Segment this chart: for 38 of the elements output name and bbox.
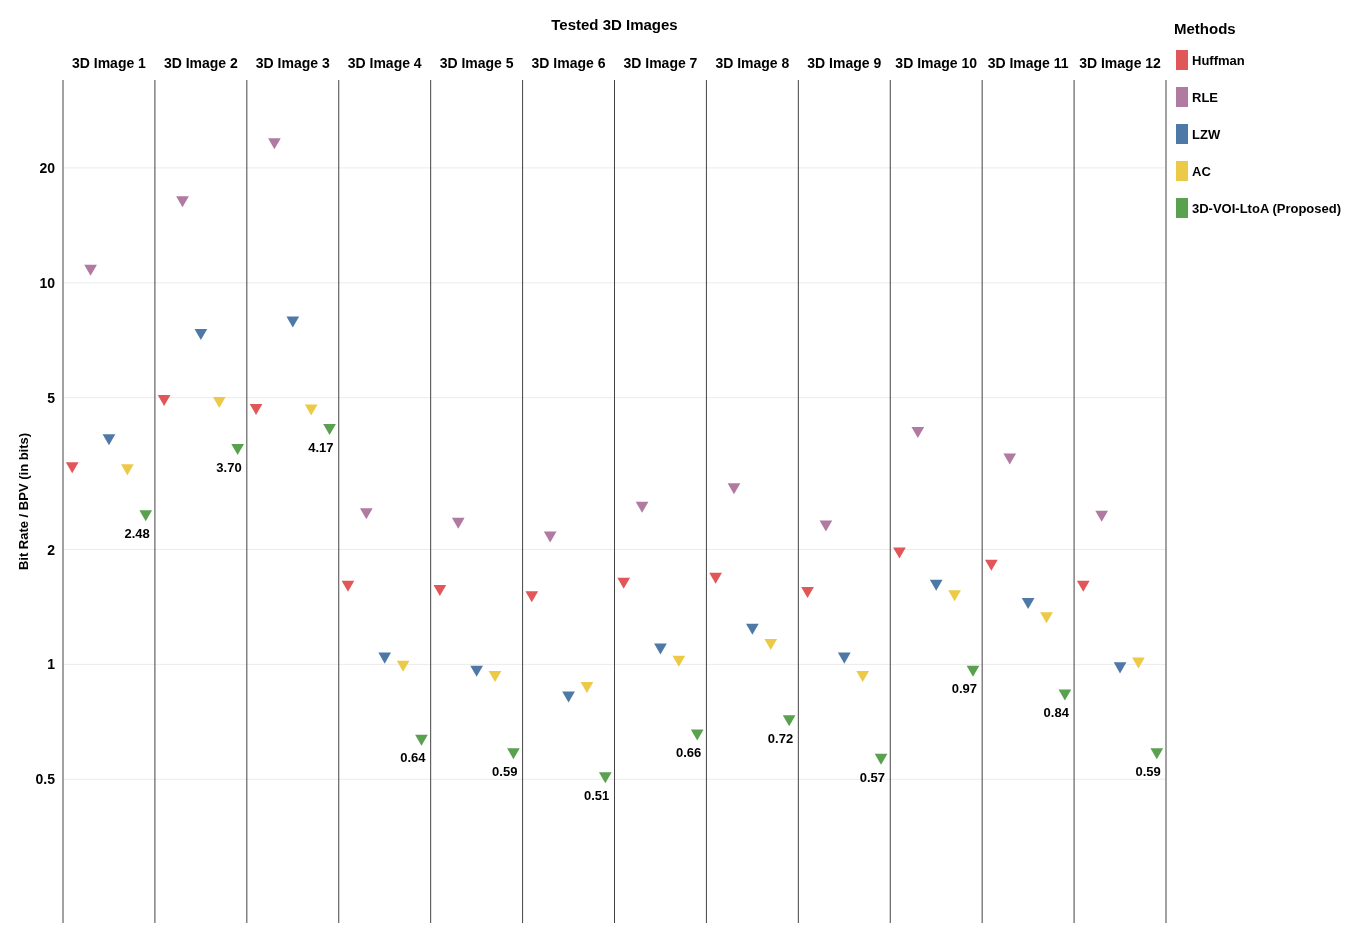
x-tick-label: 3D Image 7 <box>623 55 698 71</box>
legend-label: LZW <box>1192 127 1221 142</box>
x-tick-label: 3D Image 2 <box>163 55 239 71</box>
data-label: 0.59 <box>1135 763 1161 779</box>
x-tick-label: 3D Image 3 <box>255 55 330 71</box>
x-tick-label: 3D Image 5 <box>439 55 514 71</box>
data-label: 0.66 <box>675 745 702 761</box>
data-label: 0.72 <box>767 730 794 746</box>
data-label: 0.64 <box>400 750 427 766</box>
y-tick-label: 10 <box>39 274 56 291</box>
y-tick-label: 20 <box>39 159 56 176</box>
y-tick-label: 2 <box>47 541 56 558</box>
x-tick-label: 3D Image 11 <box>987 55 1069 71</box>
data-label: 4.17 <box>308 439 334 455</box>
legend-label: RLE <box>1192 90 1219 105</box>
x-tick-label: 3D Image 6 <box>531 55 606 71</box>
data-label: 0.84 <box>1043 705 1070 721</box>
x-tick-label: 3D Image 9 <box>807 55 882 71</box>
legend-label: 3D-VOI-LtoA (Proposed) <box>1192 201 1342 216</box>
data-label: 2.48 <box>124 525 150 541</box>
legend-title: Methods <box>1174 20 1236 37</box>
y-tick-label: 5 <box>47 389 56 406</box>
data-label: 0.59 <box>492 763 518 779</box>
x-tick-label: 3D Image 1 <box>71 55 147 71</box>
y-axis-title: Bit Rate / BPV (in bits) <box>16 432 31 571</box>
data-label: 0.51 <box>584 787 610 803</box>
y-tick-label: 1 <box>47 656 56 673</box>
y-tick-label: 0.5 <box>35 771 56 788</box>
x-tick-label: 3D Image 10 <box>895 55 978 71</box>
data-label: 3.70 <box>216 459 242 475</box>
legend-label: AC <box>1192 164 1212 179</box>
x-tick-label: 3D Image 12 <box>1079 55 1162 71</box>
legend-label: Huffman <box>1192 53 1245 68</box>
x-tick-label: 3D Image 4 <box>347 55 422 71</box>
x-axis-title: Tested 3D Images <box>551 16 678 33</box>
x-tick-label: 3D Image 8 <box>715 55 790 71</box>
data-label: 0.57 <box>859 769 886 785</box>
data-label: 0.97 <box>951 681 977 697</box>
